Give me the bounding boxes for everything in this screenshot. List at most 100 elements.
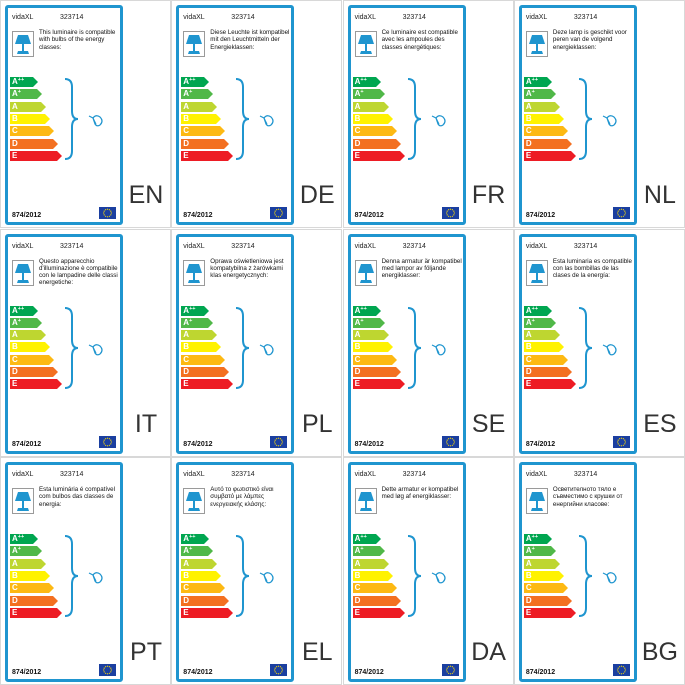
brand-name: vidaXL bbox=[525, 242, 548, 250]
energy-class-arrow: A++ bbox=[10, 305, 38, 316]
label-panel-en: vidaXL 323714 This luminaire is compatible… bbox=[0, 0, 171, 228]
energy-class-label: A+ bbox=[12, 317, 21, 327]
energy-class-label: A++ bbox=[183, 77, 196, 86]
energy-class-label: B bbox=[525, 342, 532, 352]
energy-class-label: A bbox=[525, 558, 532, 568]
energy-class-superscript: ++ bbox=[17, 77, 25, 83]
energy-class-label: A++ bbox=[183, 305, 196, 315]
brand-name: vidaXL bbox=[354, 242, 376, 250]
energy-class-superscript: + bbox=[189, 546, 193, 553]
energy-class-label: B bbox=[183, 570, 190, 580]
energy-class-superscript: ++ bbox=[531, 534, 539, 540]
lamp-icon bbox=[12, 259, 34, 286]
eu-flag-icon bbox=[441, 435, 459, 448]
energy-class-arrow: D bbox=[10, 138, 58, 149]
energy-class-label: E bbox=[183, 150, 189, 160]
brace-icon bbox=[63, 534, 79, 623]
energy-class-scale: A++ A+ A B C D E bbox=[352, 305, 405, 396]
energy-class-superscript: + bbox=[17, 546, 21, 553]
energy-class-label: A bbox=[183, 330, 190, 340]
energy-class-arrow: A bbox=[352, 101, 389, 112]
energy-class-label: D bbox=[525, 595, 532, 605]
energy-label-card: vidaXL 323714 Esta luminaria es compatible… bbox=[518, 233, 637, 454]
regulation-number: 874/2012 bbox=[12, 212, 42, 219]
energy-class-arrow: D bbox=[523, 367, 572, 377]
energy-class-superscript: + bbox=[189, 317, 193, 324]
language-code: EN bbox=[128, 181, 164, 209]
energy-class-arrow: B bbox=[181, 113, 222, 124]
energy-class-label: D bbox=[12, 138, 18, 148]
energy-class-label: B bbox=[183, 342, 190, 352]
energy-class-arrow: B bbox=[352, 570, 393, 581]
energy-class-arrow: B bbox=[523, 342, 564, 353]
compatibility-text: Осветителното тяло е съвместимо с крушки… bbox=[552, 486, 623, 508]
energy-class-scale: A++ A+ A B C D E bbox=[352, 77, 405, 167]
energy-class-superscript: ++ bbox=[189, 534, 196, 540]
language-code: PL bbox=[302, 409, 333, 438]
eu-flag-icon bbox=[270, 207, 288, 219]
energy-class-arrow: E bbox=[352, 379, 405, 390]
energy-class-scale: A++ A+ A B C D E bbox=[181, 534, 234, 624]
energy-class-label: E bbox=[183, 379, 189, 389]
label-panel-nl: vidaXL 323714 Deze lamp is geschikt voor p… bbox=[513, 0, 685, 228]
energy-class-arrow: A bbox=[181, 330, 218, 341]
energy-class-arrow: A++ bbox=[181, 534, 210, 544]
energy-class-arrow: A+ bbox=[10, 89, 42, 100]
energy-label-card: vidaXL 323714 Deze lamp is geschikt voor p… bbox=[518, 5, 637, 225]
energy-label-card: vidaXL 323714 Esta luminária é compatível … bbox=[5, 462, 123, 682]
energy-class-arrow: A+ bbox=[181, 89, 214, 100]
energy-class-arrow: B bbox=[181, 342, 222, 353]
energy-label-card: vidaXL 323714 This luminaire is compatible… bbox=[5, 5, 123, 225]
energy-class-label: A bbox=[12, 101, 18, 111]
energy-class-arrow: E bbox=[523, 379, 576, 390]
bulb-icon bbox=[430, 342, 448, 363]
product-code: 323714 bbox=[573, 14, 598, 21]
energy-class-scale: A++ A+ A B C D E bbox=[10, 305, 62, 396]
energy-label-card: vidaXL 323714 Ce luminaire est compatible … bbox=[347, 5, 466, 225]
energy-class-arrow: A++ bbox=[523, 77, 552, 87]
energy-class-arrow: A++ bbox=[523, 534, 552, 544]
energy-class-label: A+ bbox=[525, 546, 535, 556]
compatibility-text: Dette armatur er kompatibel med løg af e… bbox=[381, 486, 459, 501]
energy-class-arrow: A bbox=[523, 558, 560, 569]
energy-class-label: E bbox=[12, 379, 18, 389]
energy-class-label: A bbox=[525, 101, 532, 111]
language-code: BG bbox=[641, 638, 678, 666]
energy-class-arrow: D bbox=[523, 595, 572, 606]
energy-class-arrow: A+ bbox=[10, 317, 42, 328]
energy-class-arrow: A+ bbox=[352, 317, 385, 328]
energy-class-label: A+ bbox=[183, 317, 193, 327]
language-code: EL bbox=[302, 638, 333, 666]
energy-class-superscript: + bbox=[531, 317, 535, 324]
energy-class-label: A bbox=[354, 558, 361, 568]
energy-class-arrow: C bbox=[352, 354, 397, 365]
energy-class-arrow: D bbox=[10, 367, 58, 377]
energy-class-label: C bbox=[12, 354, 18, 364]
lamp-icon bbox=[183, 31, 206, 57]
energy-class-superscript: ++ bbox=[189, 305, 196, 312]
energy-class-superscript: ++ bbox=[360, 305, 367, 312]
energy-class-superscript: ++ bbox=[17, 305, 25, 312]
energy-class-superscript: + bbox=[531, 546, 535, 553]
energy-class-label: B bbox=[183, 113, 190, 123]
product-code: 323714 bbox=[60, 471, 84, 478]
compatibility-text: Esta luminaria es compatible con las bom… bbox=[552, 257, 632, 280]
brace-icon bbox=[63, 77, 79, 166]
energy-class-arrow: A bbox=[523, 101, 560, 112]
compatibility-text: Oprawa oświetleniowa jest kompatybilna z… bbox=[210, 257, 284, 280]
brand-name: vidaXL bbox=[183, 14, 205, 21]
energy-class-label: A++ bbox=[12, 305, 25, 315]
energy-class-arrow: B bbox=[523, 113, 564, 124]
brand-name: vidaXL bbox=[12, 14, 34, 21]
energy-class-label: D bbox=[525, 138, 532, 148]
energy-class-label: A bbox=[12, 558, 18, 568]
energy-class-arrow: A bbox=[10, 101, 46, 112]
energy-class-arrow: A+ bbox=[181, 317, 214, 328]
lamp-icon bbox=[525, 259, 548, 286]
energy-class-superscript: ++ bbox=[17, 534, 25, 540]
energy-class-label: E bbox=[12, 607, 18, 617]
energy-class-superscript: + bbox=[17, 317, 21, 324]
energy-label-card: vidaXL 323714 Questo apparecchio d'illumin… bbox=[5, 233, 123, 454]
energy-class-label: E bbox=[525, 607, 532, 617]
energy-class-arrow: A++ bbox=[10, 77, 38, 87]
